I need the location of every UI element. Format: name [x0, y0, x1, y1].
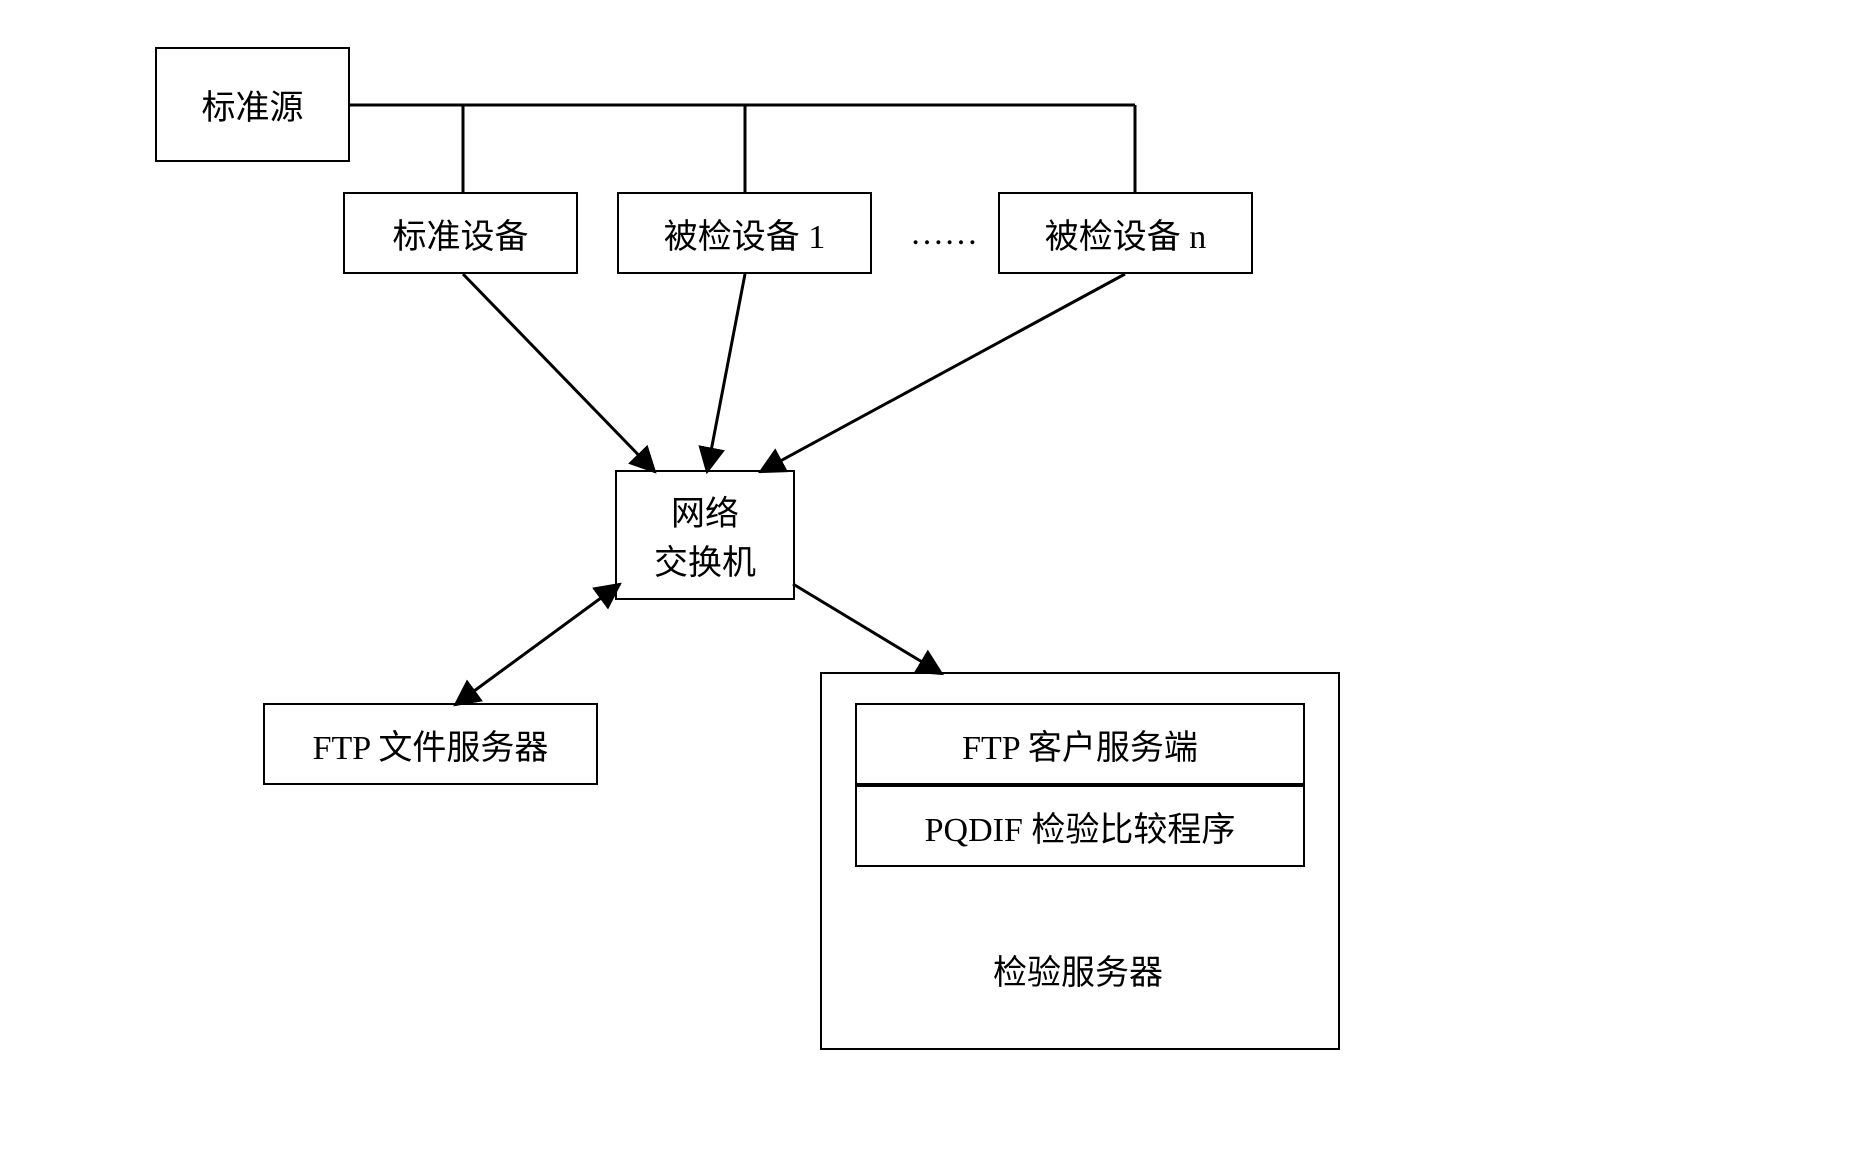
node-ftp-server-label: FTP 文件服务器	[313, 720, 549, 769]
node-dut1-label: 被检设备 1	[664, 209, 826, 258]
node-dut1: 被检设备 1	[617, 192, 872, 274]
node-ftp-server: FTP 文件服务器	[263, 703, 598, 785]
node-dutn-label: 被检设备 n	[1045, 209, 1207, 258]
node-dutn: 被检设备 n	[998, 192, 1253, 274]
node-switch-label: 网络 交换机	[654, 486, 756, 584]
node-pqdif: PQDIF 检验比较程序	[855, 785, 1305, 867]
node-ftp-client-label: FTP 客户服务端	[962, 720, 1198, 769]
label-ellipsis: ……	[910, 215, 978, 253]
node-switch: 网络 交换机	[615, 470, 795, 600]
node-std-device: 标准设备	[343, 192, 578, 274]
node-std-device-label: 标准设备	[393, 209, 529, 258]
node-source-label: 标准源	[202, 80, 304, 129]
node-pqdif-label: PQDIF 检验比较程序	[925, 802, 1236, 851]
label-inspect-server: 检验服务器	[993, 945, 1163, 994]
node-source: 标准源	[155, 47, 350, 162]
node-ftp-client: FTP 客户服务端	[855, 703, 1305, 785]
